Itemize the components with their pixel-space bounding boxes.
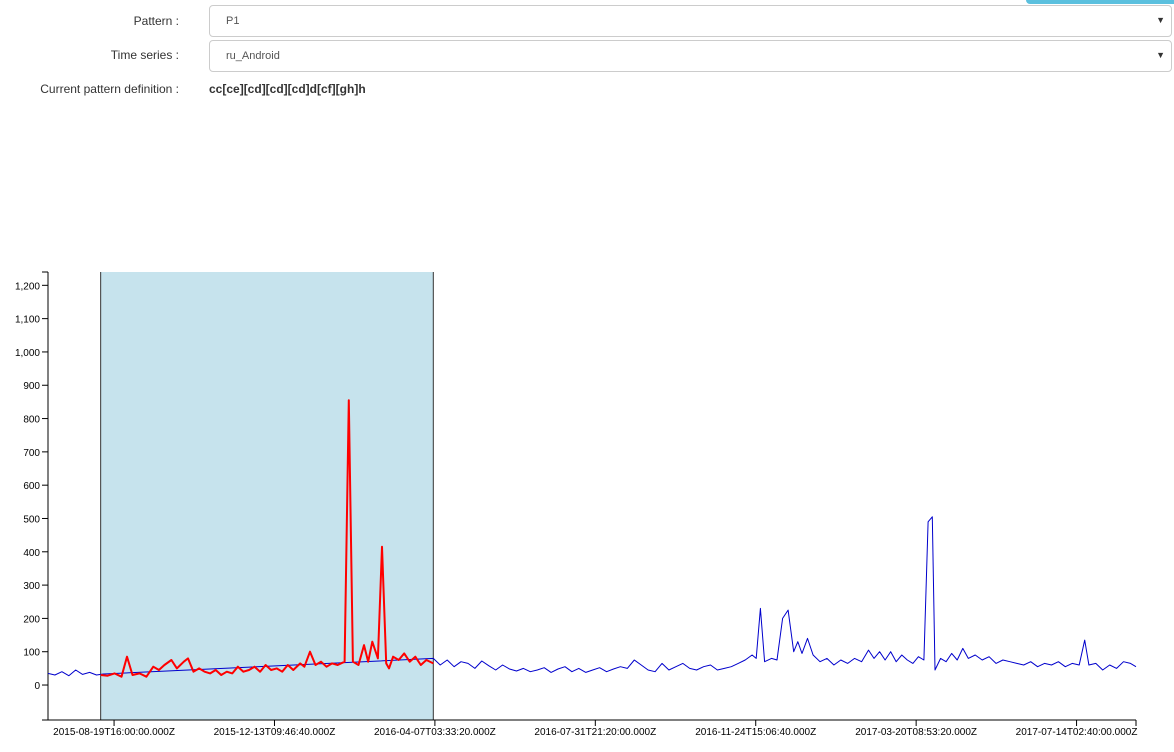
- chevron-down-icon: ▼: [1156, 15, 1165, 25]
- pattern-select-value: P1: [226, 15, 240, 27]
- x-tick-label: 2015-12-13T09:46:40.000Z: [214, 727, 336, 738]
- time-series-select[interactable]: ru_Android ▼: [209, 40, 1172, 72]
- y-tick-label: 800: [23, 415, 40, 426]
- x-tick-label: 2015-08-19T16:00:00.000Z: [53, 727, 175, 738]
- base-series-line: [47, 516, 1137, 677]
- pattern-select[interactable]: P1 ▼: [209, 5, 1172, 37]
- y-tick-label: 100: [23, 648, 40, 659]
- pattern-definition-value: cc[ce][cd][cd][cd]d[cf][gh]h: [209, 82, 366, 96]
- pattern-match-highlight[interactable]: [100, 272, 434, 720]
- time-series-select-value: ru_Android: [226, 50, 280, 62]
- x-tick-label: 2016-04-07T03:33:20.000Z: [374, 727, 496, 738]
- y-tick-label: 0: [34, 681, 40, 692]
- y-tick-label: 500: [23, 514, 40, 525]
- y-tick-label: 700: [23, 448, 40, 459]
- y-tick-label: 600: [23, 481, 40, 492]
- x-tick-label: 2016-07-31T21:20:00.000Z: [534, 727, 656, 738]
- x-tick-label: 2016-11-24T15:06:40.000Z: [695, 727, 816, 738]
- chevron-down-icon: ▼: [1156, 50, 1165, 60]
- y-tick-label: 300: [23, 581, 40, 592]
- y-tick-label: 1,200: [15, 281, 40, 292]
- pattern-definition-label: Current pattern definition :: [40, 82, 179, 96]
- x-tick-label: 2017-03-20T08:53:20.000Z: [855, 727, 977, 738]
- x-tick-label: 2017-07-14T02:40:00.000Z: [1016, 727, 1138, 738]
- time-series-label: Time series :: [110, 48, 179, 62]
- y-tick-label: 900: [23, 381, 40, 392]
- y-tick-label: 400: [23, 548, 40, 559]
- pattern-label: Pattern :: [133, 14, 179, 28]
- series-group: [47, 399, 1137, 678]
- y-tick-label: 200: [23, 614, 40, 625]
- top-action-button[interactable]: [1026, 0, 1174, 4]
- y-axis: 0 100 200 300 400 500 600 700 800 900 1,000 1,100 1,…: [15, 271, 49, 720]
- y-tick-label: 1,000: [15, 348, 40, 359]
- x-axis: 2015-08-19T16:00:00.000Z 2015-12-13T09:46…: [42, 719, 1138, 738]
- time-series-chart: 0 100 200 300 400 500 600 700 800 900 1,000 1,100 1,…: [15, 271, 1138, 738]
- y-tick-label: 1,100: [15, 315, 40, 326]
- matched-series-line: [100, 399, 434, 678]
